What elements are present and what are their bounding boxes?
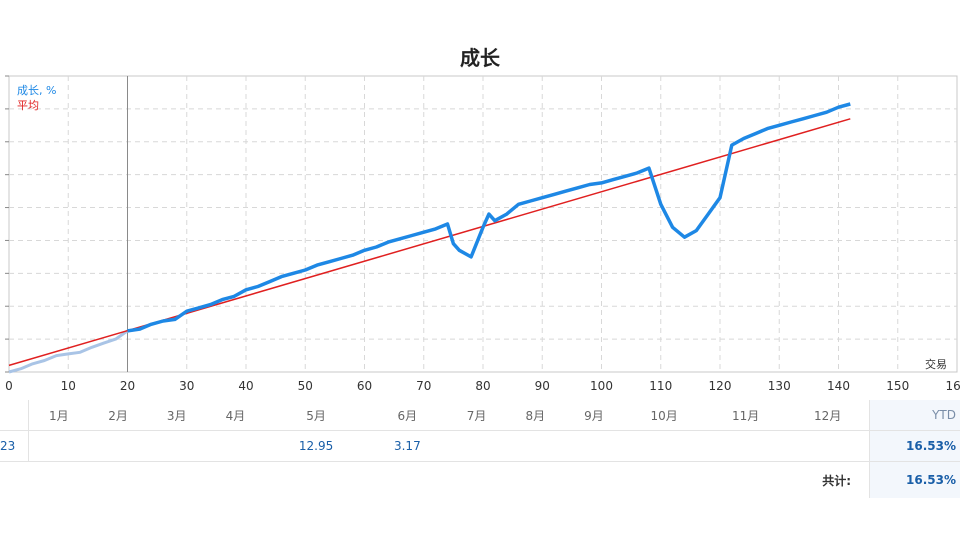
x-tick-label: 40: [238, 379, 253, 393]
month-header-2: 2月: [88, 400, 148, 431]
x-tick-label: 30: [179, 379, 194, 393]
month-value-6: 3.17: [367, 430, 448, 462]
month-header-5: 5月: [264, 400, 368, 431]
x-tick-label: 50: [298, 379, 313, 393]
x-tick-label: 20: [120, 379, 135, 393]
legend-average: 平均: [17, 99, 39, 112]
x-tick-label: 0: [5, 379, 13, 393]
x-tick-label: 150: [886, 379, 909, 393]
month-value-9: [564, 430, 624, 462]
table-header-row: 1月 2月 3月 4月 5月 6月 7月 8月 9月 10月 11月 12月 Y…: [0, 400, 960, 431]
x-tick-label: 130: [768, 379, 791, 393]
month-header-1: 1月: [28, 400, 89, 431]
year-header-cell: [0, 400, 29, 431]
month-header-3: 3月: [147, 400, 207, 431]
month-value-5: 12.95: [264, 430, 368, 462]
month-header-12: 12月: [786, 400, 870, 431]
total-value: 16.53%: [869, 461, 960, 498]
ytd-header: YTD: [869, 400, 960, 431]
total-row: 共计: 16.53%: [0, 461, 960, 498]
x-tick-label: 70: [416, 379, 431, 393]
x-tick-label: 100: [590, 379, 613, 393]
chart-legend: 成长, % 平均: [17, 83, 56, 113]
x-tick-label: 10: [61, 379, 76, 393]
x-tick-label: 120: [709, 379, 732, 393]
x-tick-label: 140: [827, 379, 850, 393]
table-row: 23 12.95 3.17 16.53%: [0, 430, 960, 462]
month-value-1: [28, 430, 89, 462]
legend-growth: 成长, %: [17, 84, 57, 97]
growth-history-line: [8, 329, 129, 374]
month-value-11: [704, 430, 787, 462]
x-tick-label: 160: [946, 379, 960, 393]
ytd-value: 16.53%: [869, 430, 960, 462]
month-value-4: [206, 430, 265, 462]
x-tick-label: 110: [649, 379, 672, 393]
month-header-8: 8月: [505, 400, 565, 431]
month-header-6: 6月: [367, 400, 448, 431]
growth-chart: 0 10 20 30 40 50 60 70 80 90 100 110 120 130 140 150 160: [5, 75, 960, 393]
month-header-9: 9月: [564, 400, 624, 431]
month-value-12: [786, 430, 870, 462]
month-value-3: [147, 430, 207, 462]
x-tick-label: 90: [535, 379, 550, 393]
chart-title: 成长: [460, 46, 500, 70]
month-header-4: 4月: [206, 400, 265, 431]
month-header-11: 11月: [704, 400, 787, 431]
month-header-10: 10月: [623, 400, 705, 431]
total-label: 共计:: [822, 473, 851, 488]
month-value-2: [88, 430, 148, 462]
month-header-7: 7月: [447, 400, 506, 431]
monthly-returns-table: 1月 2月 3月 4月 5月 6月 7月 8月 9月 10月 11月 12月 Y…: [0, 400, 960, 498]
month-value-8: [505, 430, 565, 462]
x-tick-label: 60: [357, 379, 372, 393]
x-axis-label: 交易: [925, 358, 947, 371]
growth-line: [127, 102, 851, 333]
year-cell: 23: [0, 430, 29, 462]
month-value-7: [447, 430, 506, 462]
month-value-10: [623, 430, 705, 462]
x-tick-label: 80: [475, 379, 490, 393]
